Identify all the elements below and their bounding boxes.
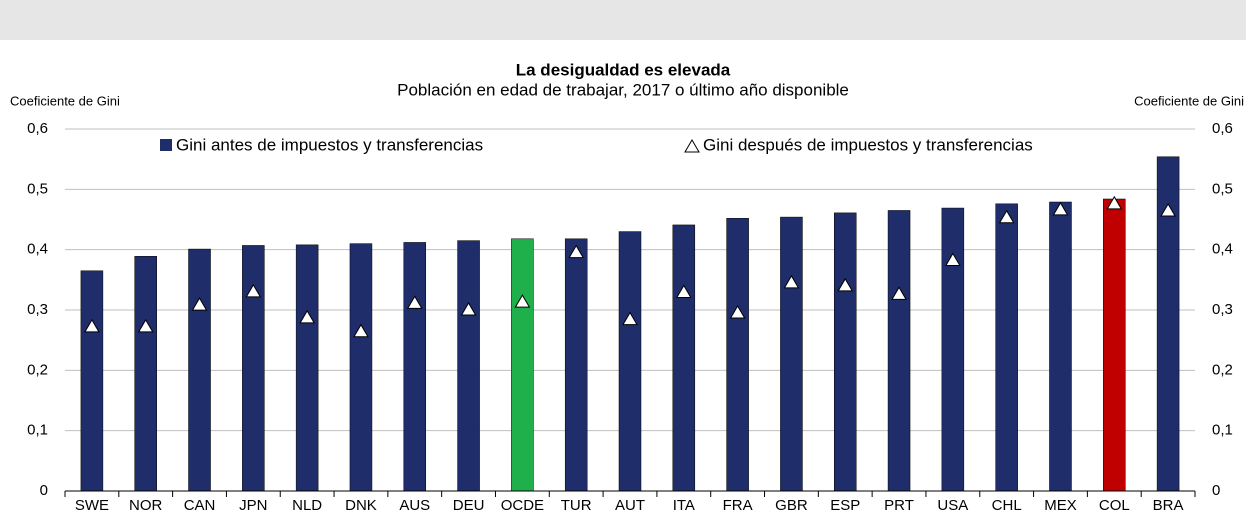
- y-tick-label: 0: [40, 482, 48, 499]
- chart-subtitle: Población en edad de trabajar, 2017 o úl…: [397, 80, 849, 99]
- marker: [729, 305, 746, 319]
- y2-tick-label: 0,4: [1212, 241, 1233, 258]
- marker: [245, 283, 262, 298]
- bar: [995, 203, 1018, 492]
- legend-swatch: [160, 139, 172, 151]
- x-tick-label: OCDE: [501, 497, 544, 514]
- y-tick-label: 0,5: [27, 180, 48, 197]
- bar: [403, 242, 427, 492]
- legend-label: Gini después de impuestos y transferenci…: [703, 135, 1033, 154]
- marker: [1160, 203, 1176, 217]
- bar: [941, 207, 965, 492]
- y-tick-label: 0,6: [27, 120, 48, 137]
- marker: [460, 302, 477, 316]
- x-tick-label: DNK: [345, 497, 377, 514]
- marker: [84, 318, 100, 333]
- x-tick-label: JPN: [239, 497, 267, 514]
- bar: [887, 210, 911, 492]
- bar: [188, 248, 211, 492]
- marker: [998, 209, 1015, 224]
- header-strip: [0, 0, 1246, 40]
- x-tick-label: PRT: [884, 497, 914, 514]
- bar: [349, 243, 373, 492]
- bar: [780, 216, 803, 492]
- bar: [511, 238, 534, 492]
- marker: [783, 274, 800, 289]
- y2-tick-label: 0,1: [1212, 422, 1233, 439]
- bar: [1103, 198, 1126, 492]
- bar: [672, 224, 696, 492]
- bar: [1049, 201, 1072, 492]
- bar: [833, 212, 857, 492]
- marker: [944, 252, 961, 267]
- y-tick-label: 0,2: [27, 361, 48, 378]
- x-tick-label: DEU: [453, 497, 485, 514]
- legend-label: Gini antes de impuestos y transferencias: [176, 135, 483, 154]
- x-tick-label: COL: [1099, 497, 1130, 514]
- y-tick-label: 0,1: [27, 422, 48, 439]
- marker: [137, 318, 154, 333]
- x-tick-label: MEX: [1044, 497, 1077, 514]
- x-tick-label: SWE: [75, 497, 109, 514]
- y2-tick-label: 0,2: [1212, 361, 1233, 378]
- marker: [675, 284, 692, 299]
- x-tick-label: GBR: [775, 497, 808, 514]
- marker: [1106, 195, 1123, 210]
- marker: [1052, 201, 1069, 216]
- marker: [837, 277, 854, 292]
- y2-axis-label: Coeficiente de Gini: [1134, 93, 1244, 108]
- marker: [353, 323, 369, 338]
- y-tick-label: 0,3: [27, 301, 48, 318]
- x-tick-label: TUR: [561, 497, 592, 514]
- bar: [242, 245, 265, 492]
- x-tick-label: USA: [937, 497, 968, 514]
- chart-title: La desigualdad es elevada: [516, 60, 731, 79]
- x-tick-label: NLD: [292, 497, 322, 514]
- marker: [514, 294, 531, 308]
- marker: [406, 295, 423, 309]
- x-tick-label: BRA: [1153, 497, 1184, 514]
- x-tick-label: ESP: [830, 497, 860, 514]
- bar: [726, 218, 749, 492]
- bar: [457, 240, 480, 492]
- marker: [299, 309, 316, 324]
- y-axis-label: Coeficiente de Gini: [10, 93, 120, 108]
- y2-tick-label: 0,6: [1212, 120, 1233, 137]
- x-tick-label: AUS: [399, 497, 430, 514]
- bar: [618, 231, 642, 492]
- x-tick-label: FRA: [723, 497, 753, 514]
- marker: [622, 311, 638, 326]
- y2-tick-label: 0: [1212, 482, 1220, 499]
- marker: [568, 244, 585, 259]
- x-tick-label: NOR: [129, 497, 163, 514]
- y2-tick-label: 0,5: [1212, 180, 1233, 197]
- marker: [191, 297, 208, 311]
- legend-swatch: [684, 139, 700, 153]
- bar: [134, 256, 157, 492]
- y-tick-label: 0,4: [27, 241, 48, 258]
- bar: [564, 238, 588, 492]
- bar: [295, 244, 319, 492]
- bar: [80, 270, 104, 492]
- marker: [891, 286, 907, 300]
- y2-tick-label: 0,3: [1212, 301, 1233, 318]
- x-tick-label: ITA: [673, 497, 695, 514]
- x-tick-label: CAN: [184, 497, 216, 514]
- x-tick-label: CHL: [992, 497, 1022, 514]
- x-tick-label: AUT: [615, 497, 645, 514]
